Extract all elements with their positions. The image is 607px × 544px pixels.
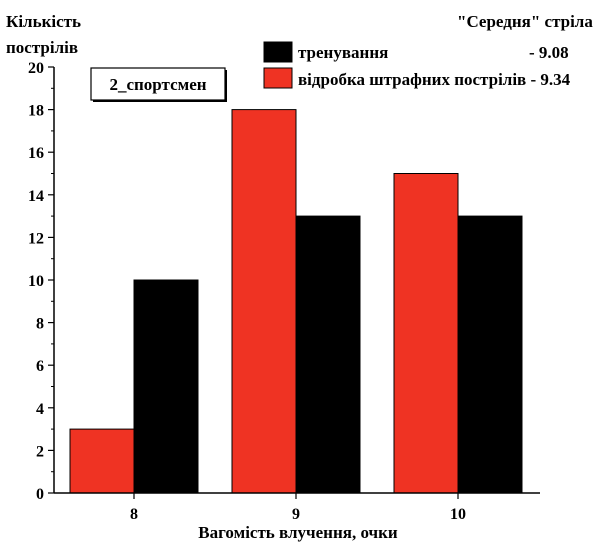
y-axis-title-line1: Кількість [6, 12, 81, 31]
bar-penalty-9 [231, 109, 297, 494]
y-ticks-group: 0 2 4 6 8 10 12 14 16 18 20 [28, 60, 54, 503]
annotation-box [90, 67, 226, 101]
bar-penalty-8 [69, 428, 135, 494]
legend-label-penalty: відробка штрафних пострілів - 9.34 [298, 70, 571, 89]
y-tick-label: 8 [36, 316, 44, 333]
legend-label-training: тренування [298, 43, 388, 62]
y-tick-label: 2 [36, 443, 44, 460]
legend-header: "Середня" стріла [457, 12, 593, 31]
y-tick-label: 10 [28, 273, 44, 290]
legend-swatch-penalty [263, 67, 293, 89]
legend-entry-training-value: - 9.08 [529, 43, 569, 62]
x-tick-label: 9 [292, 506, 300, 523]
x-tick-label: 10 [450, 506, 466, 523]
y-tick-label: 20 [28, 60, 44, 77]
y-tick-label: 6 [36, 358, 44, 375]
y-tick-label: 18 [28, 103, 44, 120]
x-ticks-group: 8 9 10 [130, 493, 466, 523]
y-tick-label: 12 [28, 230, 44, 247]
y-tick-label: 16 [28, 145, 44, 162]
y-tick-label: 4 [36, 401, 44, 418]
annotation-box-label: 2_спортсмен [109, 75, 206, 94]
y-tick-label: 14 [28, 188, 44, 205]
y-axis-title-line2: пострілів [6, 38, 78, 57]
bars-group [69, 109, 523, 494]
x-axis-title: Вагомість влучення, очки [198, 523, 398, 542]
legend-swatch-training [263, 41, 293, 63]
y-tick-label: 0 [36, 486, 44, 503]
bar-training-8 [133, 279, 199, 494]
bar-penalty-10 [393, 173, 459, 494]
bar-training-10 [457, 215, 523, 494]
x-tick-label: 8 [130, 506, 138, 523]
bar-training-9 [295, 215, 361, 494]
